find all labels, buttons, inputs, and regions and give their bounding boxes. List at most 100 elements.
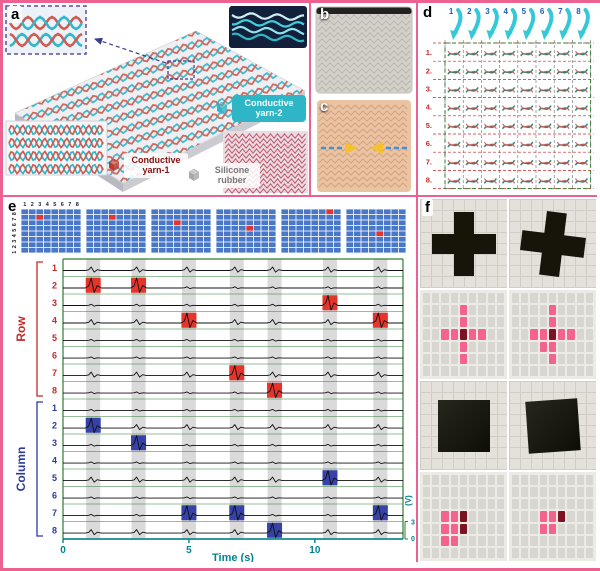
fabric-on-skin-photo: [317, 100, 411, 192]
svg-text:5: 5: [522, 7, 527, 16]
voltage-trace: [63, 312, 403, 329]
map-cell: [576, 547, 584, 558]
map-cell: [478, 475, 486, 486]
map-cell: [539, 317, 547, 328]
focus-box: [167, 60, 195, 80]
map-cell: [423, 511, 431, 522]
map-cell: [487, 305, 495, 316]
map-cell: [469, 535, 477, 546]
map-cell: [496, 499, 504, 510]
column-press-marker: [229, 505, 245, 521]
voltage-trace: [63, 435, 403, 451]
cross-object: [517, 208, 588, 279]
map-cell: [459, 475, 468, 486]
map-cell: [478, 293, 486, 304]
map-cell: [423, 487, 431, 498]
row-press-marker: [85, 277, 101, 293]
map-cell: [530, 317, 538, 328]
map-cell: [450, 499, 458, 510]
map-cell: [441, 511, 449, 522]
svg-text:Column: Column: [14, 447, 28, 492]
panel-c-label: c: [320, 98, 329, 115]
map-cell: [512, 511, 520, 522]
map-cell: [521, 293, 529, 304]
map-cell: [478, 487, 486, 498]
map-cell: [432, 341, 440, 352]
svg-text:6: 6: [540, 7, 545, 16]
map-cell: [576, 341, 584, 352]
column-press-marker: [131, 435, 147, 451]
yarn1-cube-icon: [107, 158, 121, 172]
map-cell: [521, 499, 529, 510]
map-cell: [548, 511, 557, 522]
map-cell: [496, 305, 504, 316]
map-cell: [469, 499, 477, 510]
map-cell: [423, 305, 431, 316]
map-cell: [539, 293, 547, 304]
map-cell: [548, 523, 557, 534]
map-cell: [558, 341, 566, 352]
map-cell: [558, 499, 566, 510]
map-cell: [432, 499, 440, 510]
map-cell: [496, 475, 504, 486]
map-cell: [450, 341, 458, 352]
map-cell: [530, 365, 538, 376]
map-cell: [459, 365, 468, 376]
map-cell: [558, 305, 566, 316]
svg-text:1: 1: [23, 202, 26, 208]
yarn2-cube-icon: [215, 101, 229, 115]
column-arrow-icon: [470, 8, 481, 36]
map-cell: [441, 523, 449, 534]
map-cell: [432, 329, 440, 340]
map-cell: [487, 365, 495, 376]
svg-text:10: 10: [309, 545, 321, 556]
map-cell: [539, 487, 547, 498]
map-cell: [441, 341, 449, 352]
map-cell: [441, 365, 449, 376]
svg-text:1: 1: [52, 263, 57, 273]
svg-text:3.: 3.: [426, 85, 432, 94]
svg-text:7: 7: [52, 368, 57, 378]
photo-square-object-2: [509, 381, 596, 470]
map-cell: [496, 341, 504, 352]
map-cell: [548, 341, 557, 352]
svg-text:3: 3: [411, 520, 415, 527]
map-cell: [548, 547, 557, 558]
map-cell: [585, 353, 593, 364]
map-cell: [576, 365, 584, 376]
map-cell: [450, 305, 458, 316]
map-cell: [521, 523, 529, 534]
map-cell: [432, 547, 440, 558]
map-cell: [450, 487, 458, 498]
map-cell: [521, 341, 529, 352]
map-cell: [487, 547, 495, 558]
column-arrow-icon: [506, 8, 517, 36]
map-cell: [548, 365, 557, 376]
right-arrowhead-icon: [370, 142, 383, 154]
map-cell: [539, 365, 547, 376]
svg-text:2.: 2.: [426, 66, 432, 75]
map-cell: [521, 353, 529, 364]
map-cell: [496, 523, 504, 534]
map-cell: [521, 547, 529, 558]
svg-text:8: 8: [12, 212, 18, 215]
map-cell: [469, 353, 477, 364]
map-cell: [548, 329, 557, 340]
map-cell: [521, 511, 529, 522]
column-press-marker: [322, 470, 338, 486]
svg-text:6.: 6.: [426, 139, 432, 148]
svg-text:3: 3: [38, 202, 41, 208]
active-cell: [108, 214, 116, 220]
map-cell: [576, 511, 584, 522]
voltage-trace: [63, 461, 403, 465]
svg-text:3: 3: [485, 7, 490, 16]
map-cell: [530, 487, 538, 498]
map-cell: [512, 353, 520, 364]
divider-a-bc: [309, 3, 311, 195]
svg-text:Row: Row: [14, 316, 28, 342]
map-cell: [539, 535, 547, 546]
map-cell: [441, 475, 449, 486]
map-cell: [432, 317, 440, 328]
map-cell: [512, 317, 520, 328]
